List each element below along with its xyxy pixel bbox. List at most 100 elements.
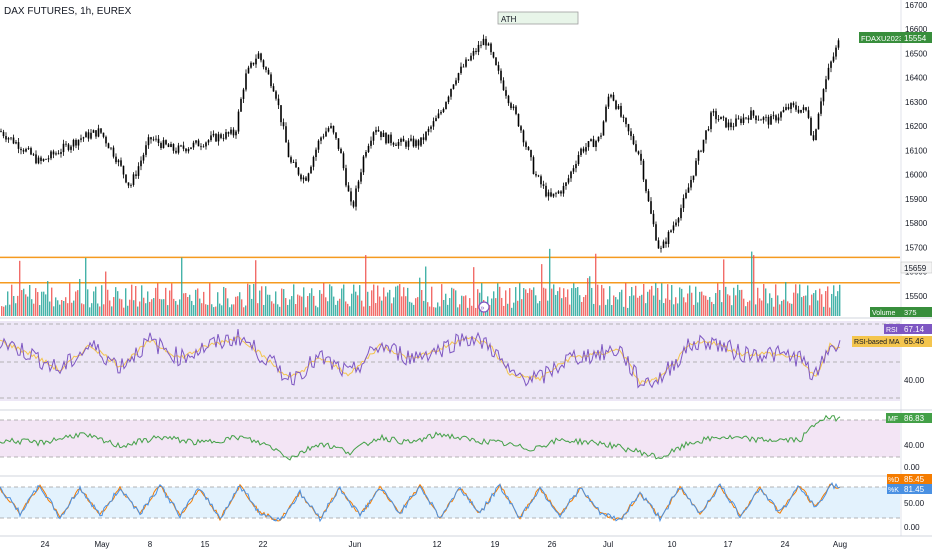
candle-body — [40, 157, 42, 161]
volume-bar — [689, 285, 691, 316]
volume-bar — [817, 300, 819, 316]
volume-bar — [799, 284, 801, 316]
volume-bar — [239, 292, 241, 316]
level-badge-top[interactable]: FDAXU2023 15554 — [859, 32, 932, 43]
volume-bar — [631, 287, 633, 316]
rsi-ma-value: 65.46 — [904, 337, 925, 346]
volume-bar — [469, 298, 471, 316]
volume-bar — [11, 284, 13, 316]
candle-body — [17, 142, 20, 149]
candle-body — [5, 136, 7, 140]
chart-title: DAX FUTURES, 1h, EUREX — [4, 6, 132, 17]
candle-body — [412, 138, 415, 147]
volume-bar — [531, 289, 533, 316]
volume-bar — [501, 297, 503, 316]
volume-bar — [667, 284, 669, 316]
price-tick: 16000 — [905, 171, 928, 180]
volume-bar — [3, 306, 5, 316]
candle-body — [60, 152, 62, 154]
candle-body — [95, 130, 97, 137]
candle-body — [765, 116, 767, 118]
stoch-tick-mid: 50.00 — [904, 499, 925, 508]
volume-bar — [273, 303, 275, 316]
candle-body — [122, 165, 125, 175]
volume-bar — [247, 283, 249, 316]
candle-body — [542, 184, 545, 186]
volume-bar — [115, 287, 117, 316]
candle-body — [747, 117, 750, 120]
candle-body — [402, 138, 405, 142]
rsi-badge[interactable]: RSI 67.14 — [884, 324, 932, 334]
volume-badge[interactable]: Volume 375 — [870, 307, 932, 317]
volume-bar — [405, 296, 407, 316]
volume-bar — [649, 289, 651, 316]
stoch-k-badge[interactable]: %K 81.45 — [887, 484, 932, 494]
candle-body — [807, 110, 810, 118]
candle-body — [790, 103, 792, 110]
volume-bar — [725, 286, 727, 316]
stoch-tick-bottom: 0.00 — [904, 523, 920, 532]
candle-body — [2, 131, 5, 137]
volume-bar — [577, 287, 579, 316]
volume-bar — [671, 285, 673, 316]
candle-body — [82, 137, 85, 139]
candle-body — [102, 132, 105, 137]
volume-bar — [385, 296, 387, 316]
volume-bar — [113, 297, 115, 316]
volume-bar — [303, 287, 305, 316]
volume-bar — [323, 283, 325, 316]
candle-body — [337, 138, 340, 149]
collapse-icon[interactable] — [478, 301, 490, 313]
volume-bar — [123, 307, 125, 316]
volume-bar — [691, 292, 693, 316]
volume-bar — [629, 296, 631, 316]
price-axis[interactable]: 16700 16600 16500 16400 16300 16200 16100 16000… — [905, 1, 928, 301]
volume-bar — [1, 306, 3, 316]
candle-body — [770, 115, 772, 125]
volume-bar — [205, 304, 207, 316]
volume-bar — [85, 257, 87, 316]
rsi-pane-bg — [0, 321, 900, 401]
candle-body — [52, 151, 55, 155]
candle-body — [135, 174, 137, 176]
volume-bar — [275, 291, 277, 316]
candle-body — [137, 166, 140, 176]
stoch-d-badge[interactable]: %D 85.45 — [887, 474, 932, 484]
candle-body — [127, 182, 130, 186]
mf-badge[interactable]: MF 86.83 — [886, 413, 932, 423]
time-axis[interactable]: 24 May 8 15 22 Jun 12 19 26 Jul 10 17 24 Aug — [41, 540, 848, 549]
time-tick: 10 — [668, 540, 677, 549]
volume-bar — [777, 295, 779, 316]
candle-body — [182, 145, 185, 149]
volume-bar — [735, 295, 737, 316]
volume-bar — [445, 293, 447, 316]
volume-bar — [361, 300, 363, 316]
ath-box[interactable] — [497, 11, 579, 25]
volume-bar — [409, 301, 411, 316]
volume-bar — [617, 299, 619, 316]
volume-bar — [787, 301, 789, 316]
volume-bar — [283, 289, 285, 316]
candle-body — [382, 132, 385, 138]
level-badge-bottom[interactable]: 15659 — [900, 261, 932, 274]
price-series — [0, 34, 840, 253]
candle-body — [822, 89, 825, 102]
candle-body — [20, 148, 22, 151]
volume-bar — [771, 297, 773, 316]
volume-bar — [375, 303, 377, 316]
volume-bar — [399, 284, 401, 316]
volume-bar — [755, 304, 757, 316]
stoch-k-value: 81.45 — [904, 485, 925, 494]
volume-bar — [111, 306, 113, 316]
candle-body — [682, 198, 685, 209]
volume-bar — [829, 307, 831, 316]
candle-body — [207, 140, 210, 143]
candle-body — [457, 73, 460, 81]
price-tick: 15900 — [905, 195, 928, 204]
volume-bar — [145, 303, 147, 316]
volume-bar — [833, 285, 835, 316]
rsi-ma-badge[interactable]: RSI-based MA 65.46 — [852, 336, 932, 347]
volume-bar — [651, 285, 653, 316]
candle-body — [177, 145, 180, 153]
